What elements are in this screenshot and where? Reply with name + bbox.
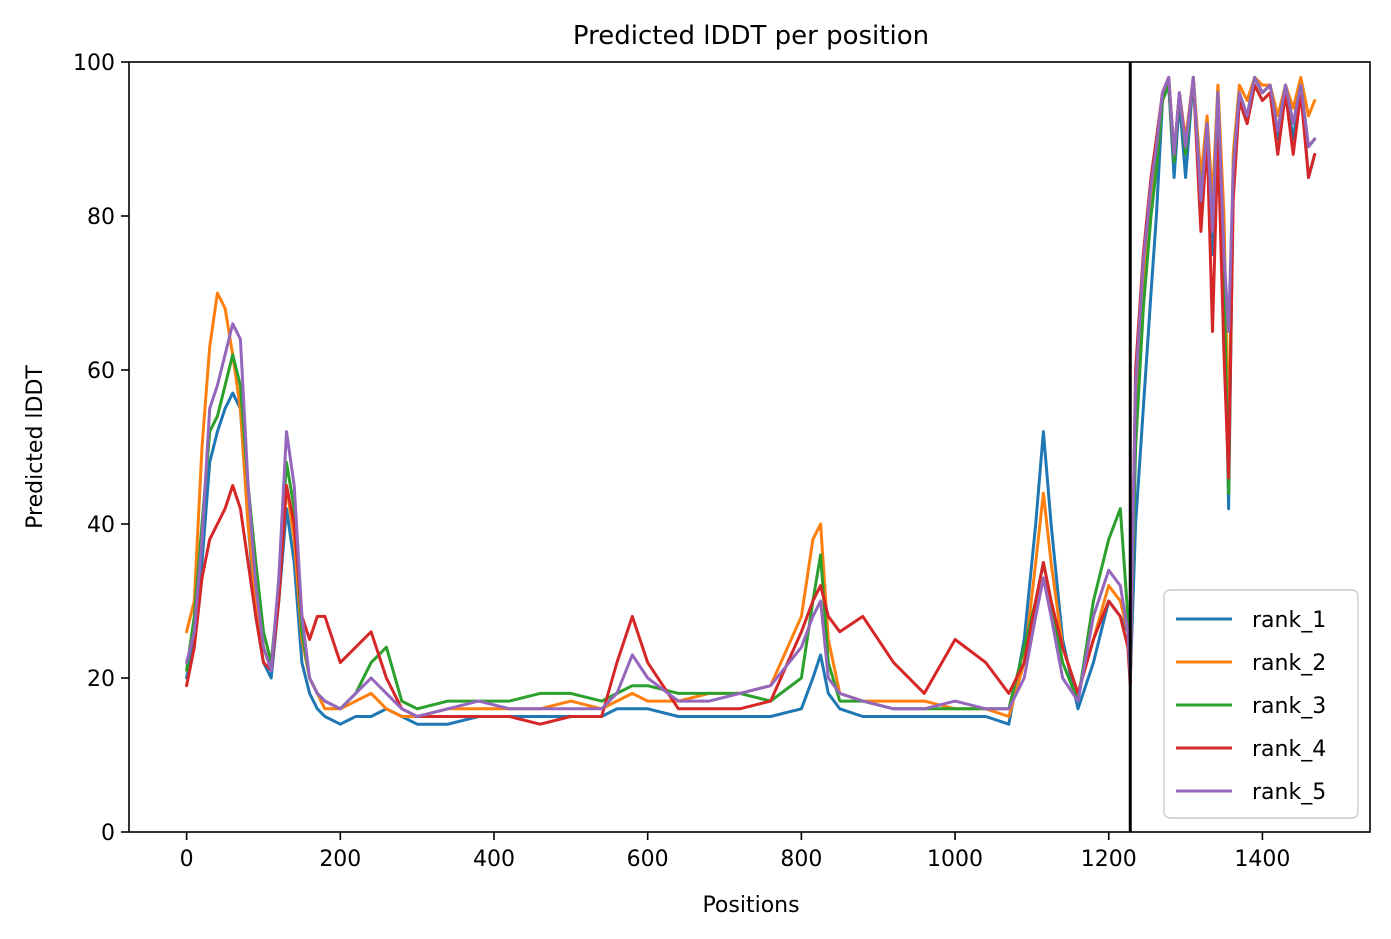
x-tick-label: 1200 bbox=[1081, 847, 1137, 872]
y-tick-label: 0 bbox=[101, 821, 115, 846]
chart-title: Predicted lDDT per position bbox=[573, 21, 929, 51]
series-layer bbox=[185, 75, 1317, 726]
legend-label-rank_2: rank_2 bbox=[1252, 651, 1326, 676]
y-tick-label: 40 bbox=[87, 513, 115, 538]
legend-label-rank_4: rank_4 bbox=[1252, 737, 1326, 762]
x-tick-label: 600 bbox=[627, 847, 669, 872]
x-tick-label: 0 bbox=[180, 847, 194, 872]
series-line-rank_5 bbox=[185, 75, 1317, 718]
x-tick-label: 200 bbox=[319, 847, 361, 872]
y-axis-title: Predicted lDDT bbox=[23, 365, 48, 529]
legend-label-rank_3: rank_3 bbox=[1252, 694, 1326, 719]
y-tick-label: 80 bbox=[87, 205, 115, 230]
y-tick-label: 20 bbox=[87, 667, 115, 692]
legend-label-rank_5: rank_5 bbox=[1252, 780, 1326, 805]
legend: rank_1 rank_2 rank_3 rank_4 rank_5 bbox=[1163, 589, 1359, 819]
legend-box bbox=[1163, 589, 1359, 819]
x-tick-label: 1000 bbox=[927, 847, 983, 872]
y-tick-label: 100 bbox=[73, 51, 115, 76]
plot-frame bbox=[128, 61, 1371, 833]
y-tick-label: 60 bbox=[87, 359, 115, 384]
y-axis: 0 20 40 60 80 100 bbox=[73, 51, 129, 846]
x-tick-label: 800 bbox=[780, 847, 822, 872]
x-tick-label: 400 bbox=[473, 847, 515, 872]
x-tick-label: 1400 bbox=[1234, 847, 1290, 872]
x-axis-title: Positions bbox=[702, 893, 799, 918]
x-axis: 0 200 400 600 800 1000 1200 1400 bbox=[180, 832, 1290, 872]
legend-label-rank_1: rank_1 bbox=[1252, 608, 1326, 633]
